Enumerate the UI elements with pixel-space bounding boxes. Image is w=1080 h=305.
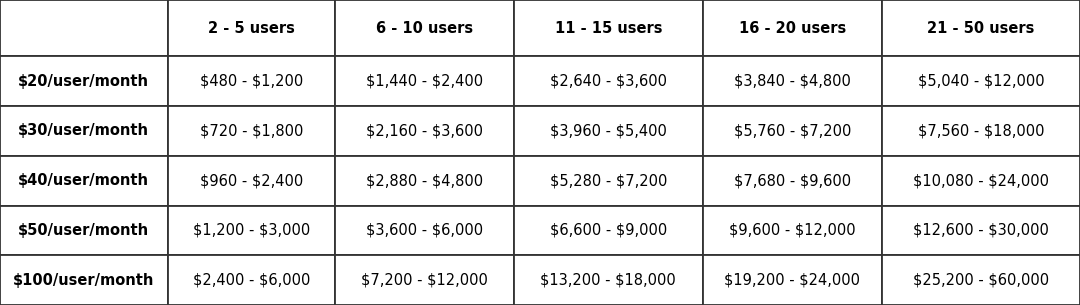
Bar	[0, 255, 167, 305]
Bar	[881, 106, 1080, 156]
Bar	[0, 56, 167, 106]
Text: \$3,840 - \$4,800: \$3,840 - \$4,800	[734, 74, 851, 89]
Text: 16 - 20 users: 16 - 20 users	[739, 21, 846, 36]
Text: \$5,040 - \$12,000: \$5,040 - \$12,000	[918, 74, 1044, 89]
Bar	[335, 56, 514, 106]
Bar	[703, 156, 881, 206]
Bar	[703, 0, 881, 56]
Text: \$9,600 - \$12,000: \$9,600 - \$12,000	[729, 223, 855, 238]
Text: 6 - 10 users: 6 - 10 users	[376, 21, 473, 36]
Text: \$1,440 - \$2,400: \$1,440 - \$2,400	[366, 74, 483, 89]
Text: \$3,960 - \$5,400: \$3,960 - \$5,400	[550, 124, 666, 138]
Bar	[335, 206, 514, 255]
Bar	[514, 206, 703, 255]
Text: \$25,200 - \$60,000: \$25,200 - \$60,000	[913, 273, 1049, 288]
Bar	[514, 255, 703, 305]
Bar	[0, 206, 167, 255]
Bar	[167, 56, 335, 106]
Text: \$2,880 - \$4,800: \$2,880 - \$4,800	[366, 173, 483, 188]
Bar	[335, 106, 514, 156]
Bar	[703, 206, 881, 255]
Text: \$50/user/month: \$50/user/month	[18, 223, 149, 238]
Text: 2 - 5 users: 2 - 5 users	[207, 21, 295, 36]
Bar	[167, 106, 335, 156]
Text: \$7,680 - \$9,600: \$7,680 - \$9,600	[733, 173, 851, 188]
Text: \$5,760 - \$7,200: \$5,760 - \$7,200	[733, 124, 851, 138]
Bar	[881, 255, 1080, 305]
Text: \$13,200 - \$18,000: \$13,200 - \$18,000	[540, 273, 676, 288]
Text: \$6,600 - \$9,000: \$6,600 - \$9,000	[550, 223, 667, 238]
Bar	[167, 206, 335, 255]
Bar	[703, 106, 881, 156]
Text: \$720 - \$1,800: \$720 - \$1,800	[200, 124, 303, 138]
Bar	[0, 106, 167, 156]
Bar	[514, 106, 703, 156]
Text: \$2,400 - \$6,000: \$2,400 - \$6,000	[192, 273, 310, 288]
Bar	[335, 255, 514, 305]
Text: \$19,200 - \$24,000: \$19,200 - \$24,000	[725, 273, 861, 288]
Text: \$10,080 - \$24,000: \$10,080 - \$24,000	[913, 173, 1049, 188]
Text: \$7,560 - \$18,000: \$7,560 - \$18,000	[918, 124, 1044, 138]
Bar	[703, 56, 881, 106]
Bar	[881, 0, 1080, 56]
Bar	[0, 0, 167, 56]
Text: 21 - 50 users: 21 - 50 users	[927, 21, 1035, 36]
Text: \$960 - \$2,400: \$960 - \$2,400	[200, 173, 302, 188]
Text: \$1,200 - \$3,000: \$1,200 - \$3,000	[192, 223, 310, 238]
Bar	[881, 206, 1080, 255]
Bar	[514, 156, 703, 206]
Text: \$40/user/month: \$40/user/month	[18, 173, 149, 188]
Text: \$480 - \$1,200: \$480 - \$1,200	[200, 74, 302, 89]
Bar	[881, 56, 1080, 106]
Text: \$12,600 - \$30,000: \$12,600 - \$30,000	[913, 223, 1049, 238]
Text: \$2,160 - \$3,600: \$2,160 - \$3,600	[366, 124, 483, 138]
Text: \$2,640 - \$3,600: \$2,640 - \$3,600	[550, 74, 666, 89]
Bar	[167, 0, 335, 56]
Text: \$20/user/month: \$20/user/month	[18, 74, 149, 89]
Bar	[703, 255, 881, 305]
Bar	[167, 255, 335, 305]
Text: \$30/user/month: \$30/user/month	[18, 124, 149, 138]
Bar	[514, 56, 703, 106]
Text: 11 - 15 users: 11 - 15 users	[554, 21, 662, 36]
Bar	[514, 0, 703, 56]
Bar	[335, 156, 514, 206]
Bar	[0, 156, 167, 206]
Text: \$100/user/month: \$100/user/month	[13, 273, 154, 288]
Bar	[881, 156, 1080, 206]
Text: \$7,200 - \$12,000: \$7,200 - \$12,000	[361, 273, 488, 288]
Bar	[167, 156, 335, 206]
Text: \$3,600 - \$6,000: \$3,600 - \$6,000	[366, 223, 483, 238]
Text: \$5,280 - \$7,200: \$5,280 - \$7,200	[550, 173, 667, 188]
Bar	[335, 0, 514, 56]
